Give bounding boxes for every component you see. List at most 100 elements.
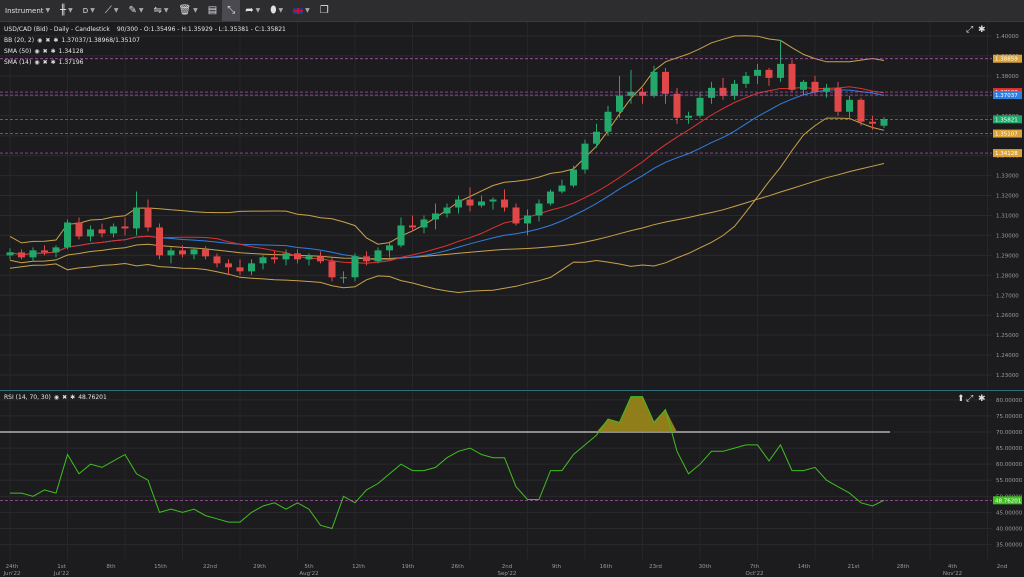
candle[interactable]: [213, 256, 221, 264]
delete-menu[interactable]: 🗑 ▼: [173, 0, 202, 21]
candle[interactable]: [869, 121, 876, 124]
layout-button[interactable]: ▤: [203, 0, 222, 21]
candle[interactable]: [593, 131, 600, 144]
candle[interactable]: [87, 229, 94, 237]
candle[interactable]: [512, 207, 520, 224]
candle[interactable]: [18, 252, 25, 258]
settings-icon[interactable]: ✱: [978, 394, 986, 404]
share-menu[interactable]: ➦ ▼: [240, 0, 265, 21]
candle[interactable]: [823, 87, 830, 92]
candle[interactable]: [811, 81, 819, 92]
candle[interactable]: [846, 99, 853, 112]
candle[interactable]: [788, 63, 796, 90]
candle[interactable]: [443, 207, 451, 214]
candle[interactable]: [834, 87, 842, 112]
close-icon[interactable]: ✖: [42, 48, 48, 55]
candle[interactable]: [777, 63, 784, 78]
candle[interactable]: [765, 69, 773, 78]
candle[interactable]: [110, 226, 117, 234]
eye-icon[interactable]: ◉: [37, 37, 43, 44]
candle[interactable]: [547, 191, 554, 204]
candle[interactable]: [466, 199, 474, 206]
candle[interactable]: [202, 249, 209, 257]
candle[interactable]: [156, 227, 163, 256]
candle[interactable]: [558, 185, 566, 192]
candle[interactable]: [478, 201, 485, 206]
line-tools-menu[interactable]: ⟋ ▼: [100, 0, 124, 21]
instrument-menu[interactable]: Instrument ▼: [0, 0, 55, 21]
candle[interactable]: [225, 263, 232, 268]
candle[interactable]: [179, 250, 186, 255]
candle[interactable]: [144, 207, 152, 228]
candle[interactable]: [41, 250, 48, 253]
candle[interactable]: [489, 199, 497, 202]
fibonacci-menu[interactable]: ⇋ ▼: [148, 0, 173, 21]
gear-icon[interactable]: ✱: [50, 59, 56, 66]
gear-icon[interactable]: ✱: [50, 48, 56, 55]
candle[interactable]: [340, 277, 347, 279]
candle[interactable]: [363, 256, 370, 262]
candle[interactable]: [305, 256, 313, 260]
candle[interactable]: [294, 253, 301, 260]
gear-icon[interactable]: ✱: [53, 37, 59, 44]
candle[interactable]: [708, 87, 715, 98]
candle[interactable]: [121, 226, 129, 229]
rsi-chart[interactable]: 80.00000 75.00000 70.00000 65.00000 60.00000…: [0, 390, 1024, 577]
candle[interactable]: [98, 229, 106, 234]
candle[interactable]: [673, 93, 681, 118]
candle[interactable]: [581, 143, 589, 170]
close-icon[interactable]: ✖: [62, 394, 68, 401]
candle[interactable]: [501, 199, 508, 208]
candle[interactable]: [880, 119, 888, 126]
candle[interactable]: [6, 252, 14, 256]
candle[interactable]: [639, 91, 646, 96]
maximize-icon[interactable]: ⤢: [966, 394, 974, 404]
candle[interactable]: [64, 222, 71, 248]
settings-icon[interactable]: ✱: [978, 25, 986, 35]
theme-menu[interactable]: ⬮ ▼: [265, 0, 288, 21]
candle[interactable]: [271, 257, 278, 260]
candle[interactable]: [397, 225, 405, 246]
candle[interactable]: [409, 225, 416, 228]
candle[interactable]: [432, 213, 439, 220]
candle[interactable]: [685, 115, 692, 118]
candle[interactable]: [662, 71, 669, 94]
candle[interactable]: [857, 99, 865, 122]
close-icon[interactable]: ✖: [42, 59, 48, 66]
candle[interactable]: [616, 95, 623, 112]
candle[interactable]: [800, 81, 807, 90]
timeframe-menu[interactable]: D ▼: [78, 0, 100, 21]
candle[interactable]: [236, 267, 244, 272]
candle[interactable]: [248, 263, 255, 272]
candle[interactable]: [570, 169, 577, 186]
candle[interactable]: [455, 199, 462, 208]
candle[interactable]: [420, 219, 428, 228]
candle[interactable]: [328, 261, 336, 278]
candle[interactable]: [259, 257, 267, 264]
candle[interactable]: [742, 75, 750, 84]
price-chart[interactable]: 1.400001.390001.380001.370001.360001.350…: [0, 22, 1024, 389]
candle[interactable]: [52, 247, 60, 253]
fullscreen-button[interactable]: ⤡: [222, 0, 241, 21]
candle[interactable]: [604, 111, 612, 132]
eye-icon[interactable]: ◉: [34, 48, 40, 55]
candle[interactable]: [535, 203, 543, 216]
candle[interactable]: [133, 207, 140, 229]
candle[interactable]: [75, 222, 83, 237]
candle[interactable]: [524, 215, 531, 224]
candle[interactable]: [731, 83, 738, 96]
eye-icon[interactable]: ◉: [34, 59, 40, 66]
candle[interactable]: [386, 245, 393, 251]
language-menu[interactable]: ▼: [288, 0, 315, 21]
candle[interactable]: [29, 250, 37, 258]
candle[interactable]: [167, 250, 175, 256]
eye-icon[interactable]: ◉: [53, 394, 60, 401]
drawing-tools-menu[interactable]: ✎ ▼: [123, 0, 148, 21]
popout-button[interactable]: ❐: [315, 0, 334, 21]
candle[interactable]: [754, 69, 761, 76]
close-icon[interactable]: ✖: [45, 37, 51, 44]
candle[interactable]: [282, 253, 290, 260]
candle[interactable]: [696, 97, 704, 116]
gear-icon[interactable]: ✱: [70, 394, 76, 401]
move-up-icon[interactable]: ⬆: [957, 394, 965, 404]
